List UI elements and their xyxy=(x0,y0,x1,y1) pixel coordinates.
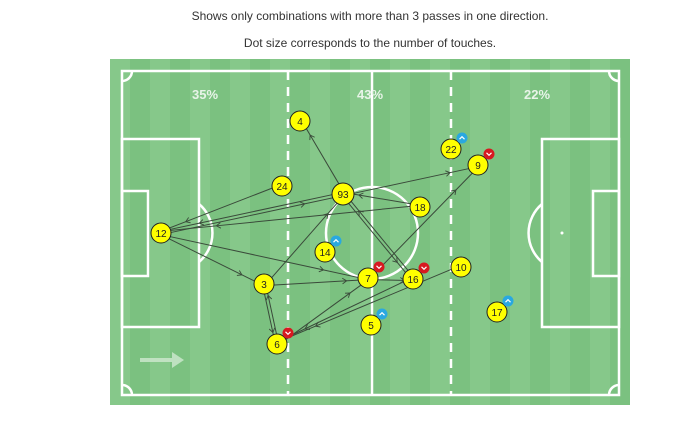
player-dot xyxy=(357,267,379,289)
pitch-stripe xyxy=(490,59,510,405)
player-node: 4 xyxy=(289,110,311,132)
right-penalty-arc xyxy=(527,203,543,263)
pass-line xyxy=(161,195,344,236)
pass-line xyxy=(160,204,420,232)
pitch-stripe xyxy=(210,59,230,405)
pitch-stripe xyxy=(570,59,590,405)
player-node: 14 xyxy=(314,235,342,263)
player-number: 17 xyxy=(491,308,503,319)
left-goal-box xyxy=(120,189,150,278)
player-number: 4 xyxy=(297,117,303,128)
chevron-up-icon xyxy=(379,311,385,316)
pitch-stripe xyxy=(410,59,430,405)
player-number: 7 xyxy=(365,274,371,285)
player-number: 22 xyxy=(445,145,457,156)
player-dot xyxy=(150,222,172,244)
player-number: 24 xyxy=(276,182,288,193)
player-number: 93 xyxy=(337,190,349,201)
player-number: 14 xyxy=(319,248,331,259)
player-node: 6 xyxy=(266,327,294,355)
player-dot xyxy=(271,175,293,197)
player-number: 16 xyxy=(407,275,419,286)
trend-up-icon xyxy=(376,308,388,320)
player-node: 18 xyxy=(409,196,431,218)
pitch-stripe xyxy=(330,59,350,405)
pitch-stripe xyxy=(250,59,270,405)
trend-up-icon xyxy=(502,295,514,307)
player-dot xyxy=(266,333,288,355)
player-number: 10 xyxy=(455,263,467,274)
player-dot xyxy=(289,110,311,132)
player-node: 93 xyxy=(331,182,355,206)
player-number: 9 xyxy=(475,161,481,172)
caption-dot-size: Dot size corresponds to the number of to… xyxy=(243,36,497,50)
player-number: 12 xyxy=(155,229,167,240)
pitch-stripe xyxy=(170,59,190,405)
player-dot xyxy=(331,182,355,206)
player-dot xyxy=(409,196,431,218)
pass-line xyxy=(160,191,343,232)
trend-down-icon xyxy=(483,148,495,160)
player-dot xyxy=(402,268,424,290)
player-dot xyxy=(314,241,336,263)
attack-direction-arrow xyxy=(140,352,184,368)
player-dot xyxy=(360,314,382,336)
player-node: 5 xyxy=(360,308,388,336)
trend-up-icon xyxy=(330,235,342,247)
zone-percentage: 43% xyxy=(357,87,383,102)
player-dot xyxy=(440,138,462,160)
pass-line xyxy=(368,165,480,280)
player-number: 3 xyxy=(261,280,267,291)
chevron-down-icon xyxy=(285,331,291,336)
corner-arc xyxy=(607,70,620,83)
chevron-down-icon xyxy=(486,152,492,157)
pitch-stripe xyxy=(290,59,310,405)
player-node: 10 xyxy=(450,256,472,278)
player-dot xyxy=(253,273,275,295)
player-node: 7 xyxy=(357,261,385,289)
chevron-up-icon xyxy=(333,238,339,243)
player-number: 18 xyxy=(414,203,426,214)
player-number: 5 xyxy=(368,321,374,332)
chevron-up-icon xyxy=(459,135,465,140)
trend-down-icon xyxy=(282,327,294,339)
zone-percentage: 22% xyxy=(524,87,550,102)
player-dot xyxy=(486,301,508,323)
corner-arc xyxy=(121,70,134,83)
player-node: 16 xyxy=(402,262,430,290)
right-goal-box xyxy=(591,189,621,278)
player-node: 24 xyxy=(271,175,293,197)
player-node: 12 xyxy=(150,222,172,244)
pitch-stripe xyxy=(530,59,550,405)
player-dot xyxy=(467,154,489,176)
corner-arc xyxy=(121,383,134,396)
player-node: 22 xyxy=(440,132,468,160)
player-node: 3 xyxy=(253,273,275,295)
trend-up-icon xyxy=(456,132,468,144)
corner-arc xyxy=(607,383,620,396)
chevron-down-icon xyxy=(376,265,382,270)
player-dot xyxy=(450,256,472,278)
trend-down-icon xyxy=(418,262,430,274)
pitch-stripe xyxy=(450,59,470,405)
trend-down-icon xyxy=(373,261,385,273)
player-number: 6 xyxy=(274,340,280,351)
pass-line xyxy=(160,234,368,281)
penalty-spot xyxy=(560,231,564,235)
pitch-stripe xyxy=(130,59,150,405)
player-node: 9 xyxy=(467,148,495,176)
caption-passes: Shows only combinations with more than 3… xyxy=(191,9,549,23)
zone-percentage: 35% xyxy=(192,87,218,102)
player-node: 17 xyxy=(486,295,514,323)
chevron-down-icon xyxy=(421,266,427,271)
chevron-up-icon xyxy=(505,298,511,303)
